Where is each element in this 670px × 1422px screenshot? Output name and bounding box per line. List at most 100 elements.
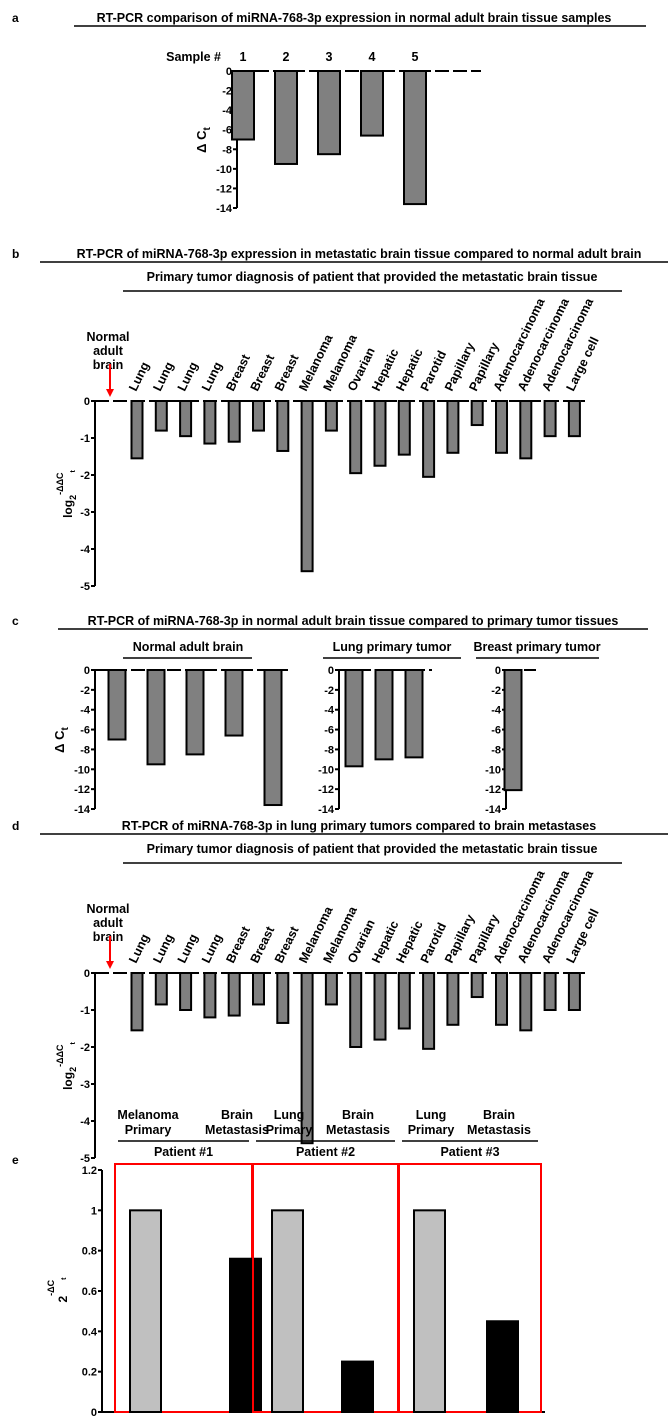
d-bar xyxy=(567,972,581,1011)
c-group-label: Normal adult brain xyxy=(133,640,243,654)
d-bar xyxy=(154,972,168,1006)
c-y-tick-label: -6 xyxy=(491,725,501,737)
d-bar xyxy=(276,972,290,1024)
e-group-label: Brain xyxy=(221,1108,253,1122)
c-bar xyxy=(107,669,127,741)
d-category-label: Lung xyxy=(199,932,225,966)
c-title: RT-PCR of miRNA-768-3p in normal adult b… xyxy=(88,614,619,628)
c-group-label: Lung primary tumor xyxy=(333,640,452,654)
a-bar xyxy=(231,70,255,141)
d-bar xyxy=(373,972,387,1041)
a-y-tick-label: -12 xyxy=(216,183,232,195)
b-bar xyxy=(227,400,241,443)
panel-letter-b: b xyxy=(12,247,19,261)
c-y-tick-label: -12 xyxy=(318,784,334,796)
d-bar xyxy=(422,972,436,1050)
b-y-tick-label: -3 xyxy=(80,507,90,519)
d-bar xyxy=(446,972,460,1026)
d-reference-label: brain xyxy=(93,930,124,944)
c-y-tick-label: -10 xyxy=(74,764,90,776)
a-y-tick-label: -10 xyxy=(216,164,232,176)
panel-letter-e: e xyxy=(12,1153,19,1167)
e-group-label: Brain xyxy=(342,1108,374,1122)
e-patient-box xyxy=(398,1163,542,1413)
a-bar xyxy=(274,70,298,165)
c-y-tick-label: -2 xyxy=(324,685,334,697)
b-y-tick-label: -2 xyxy=(80,470,90,482)
c-bar xyxy=(146,669,166,766)
b-y-tick-label: -5 xyxy=(80,581,90,593)
e-group-label: Melanoma xyxy=(117,1108,179,1122)
e-group-label: Primary xyxy=(266,1123,313,1137)
b-bar xyxy=(373,400,387,467)
a-x-axis-label: Sample # xyxy=(166,50,221,64)
c-y-tick-label: -14 xyxy=(74,804,91,816)
b-bar xyxy=(154,400,168,432)
d-bar xyxy=(300,972,314,1145)
c-y-tick-label: -12 xyxy=(74,784,90,796)
d-bar xyxy=(179,972,193,1011)
b-bar xyxy=(203,400,217,445)
c-y-tick-label: -2 xyxy=(491,685,501,697)
d-bar xyxy=(130,972,144,1032)
d-bar xyxy=(543,972,557,1011)
a-y-tick-label: -14 xyxy=(216,203,233,215)
c-y-tick-label: -2 xyxy=(80,685,90,697)
e-y-tick-label: 0.2 xyxy=(82,1367,97,1379)
a-bar xyxy=(403,70,427,206)
e-group-label: Primary xyxy=(125,1123,172,1137)
e-patient-label: Patient #1 xyxy=(154,1145,213,1159)
c-y-tick-label: 0 xyxy=(328,665,334,677)
a-y-tick-label: -4 xyxy=(222,105,233,117)
d-y-tick-label: -4 xyxy=(80,1116,91,1128)
a-title: RT-PCR comparison of miRNA-768-3p expres… xyxy=(97,11,612,25)
e-y-tick-label: 1 xyxy=(91,1205,97,1217)
b-bar xyxy=(470,400,484,427)
c-y-tick-label: 0 xyxy=(495,665,501,677)
a-y-tick-label: -8 xyxy=(222,144,232,156)
a-y-tick-label: 0 xyxy=(226,66,232,78)
b-subtitle: Primary tumor diagnosis of patient that … xyxy=(147,270,598,284)
d-category-label: Lung xyxy=(175,932,201,966)
c-bar xyxy=(224,669,244,737)
e-bar xyxy=(413,1209,446,1414)
e-y-tick-label: 0.4 xyxy=(82,1326,98,1338)
e-patient-label: Patient #3 xyxy=(440,1145,499,1159)
e-group-label: Lung xyxy=(274,1108,305,1122)
b-y-tick-label: 0 xyxy=(84,396,90,408)
b-bar xyxy=(349,400,363,475)
b-y-tick-label: -1 xyxy=(80,433,90,445)
b-reference-label: brain xyxy=(93,358,124,372)
c-y-tick-label: -8 xyxy=(80,744,90,756)
e-bar xyxy=(486,1320,519,1413)
c-y-tick-label: -4 xyxy=(324,705,335,717)
c-y-tick-label: -14 xyxy=(318,804,335,816)
b-bar xyxy=(543,400,557,438)
d-bar xyxy=(227,972,241,1017)
d-category-label: Lung xyxy=(126,932,152,966)
b-category-label: Lung xyxy=(126,360,152,394)
c-bar xyxy=(185,669,205,756)
c-y-tick-label: -14 xyxy=(485,804,502,816)
b-bar xyxy=(519,400,533,460)
e-group-label: Lung xyxy=(416,1108,447,1122)
a-y-tick-label: -2 xyxy=(222,86,232,98)
e-group-label: Metastasis xyxy=(467,1123,531,1137)
d-bar xyxy=(252,972,265,1006)
c-y-tick-label: -8 xyxy=(491,744,501,756)
d-bar xyxy=(324,972,338,1006)
c-y-tick-label: 0 xyxy=(84,665,90,677)
e-y-tick-label: 0.6 xyxy=(82,1286,97,1298)
c-y-tick-label: -4 xyxy=(491,705,502,717)
e-bar xyxy=(271,1209,304,1414)
a-y-tick-label: -6 xyxy=(222,125,232,137)
e-y-axis-label: 2-ΔCt xyxy=(46,1277,70,1303)
e-patient-label: Patient #2 xyxy=(296,1145,355,1159)
c-y-tick-label: -8 xyxy=(324,744,334,756)
b-bar xyxy=(397,400,411,456)
d-y-tick-label: -5 xyxy=(80,1153,90,1165)
b-bar xyxy=(567,400,581,438)
a-bar xyxy=(360,70,384,137)
d-reference-label: Normal xyxy=(86,902,129,916)
